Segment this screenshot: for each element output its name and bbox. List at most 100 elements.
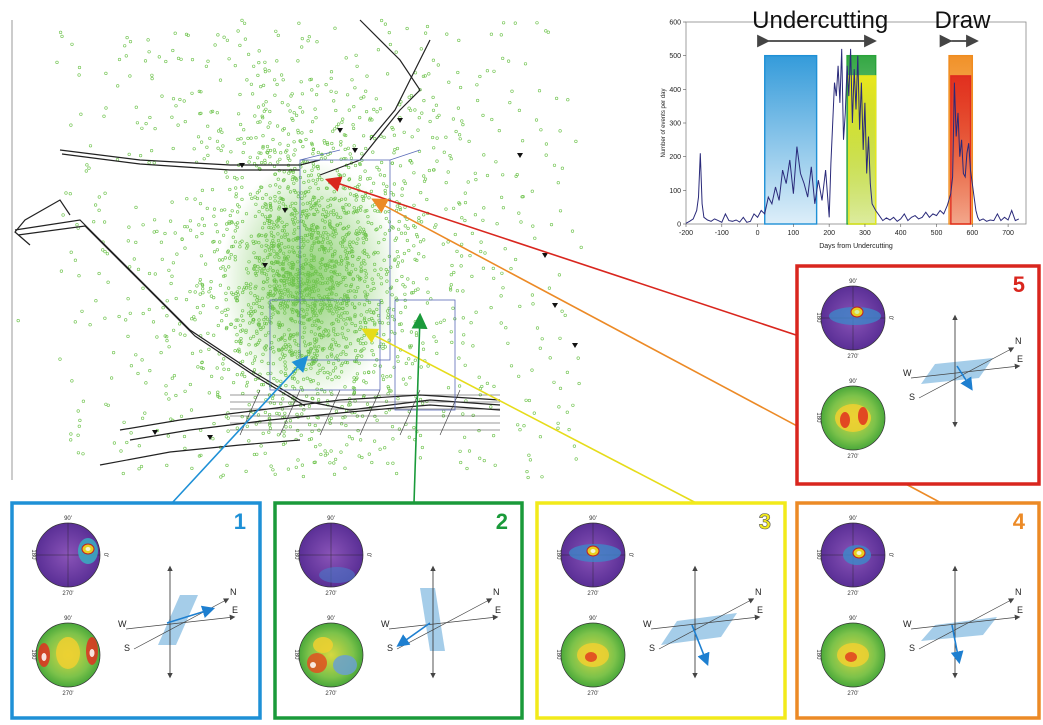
event-dot bbox=[563, 313, 567, 318]
event-dot bbox=[276, 433, 281, 437]
event-dot bbox=[221, 144, 225, 148]
event-dot bbox=[219, 208, 224, 212]
event-dot bbox=[412, 171, 416, 175]
event-dot bbox=[309, 77, 314, 81]
event-dot bbox=[148, 115, 152, 120]
event-dot bbox=[382, 174, 387, 178]
event-dot bbox=[356, 429, 360, 433]
event-dot bbox=[268, 401, 273, 405]
event-dot bbox=[273, 472, 277, 476]
event-dot bbox=[494, 160, 498, 164]
event-dot bbox=[455, 289, 460, 293]
slip-vector bbox=[691, 624, 710, 666]
event-dot bbox=[500, 195, 504, 199]
event-dot bbox=[406, 277, 410, 281]
event-dot bbox=[461, 341, 465, 345]
event-dot bbox=[360, 455, 364, 460]
event-dot bbox=[392, 365, 396, 369]
event-dot bbox=[175, 252, 179, 256]
arrow-panel-3 bbox=[361, 328, 701, 506]
event-dot bbox=[263, 60, 267, 64]
density-peak-core bbox=[856, 551, 862, 555]
y-tick-label: 400 bbox=[669, 87, 681, 94]
event-dot bbox=[312, 460, 316, 465]
seismic-station-markers bbox=[152, 118, 578, 440]
event-dot bbox=[530, 368, 534, 372]
event-dot bbox=[186, 33, 190, 37]
event-dot bbox=[59, 269, 64, 273]
event-dot bbox=[244, 469, 248, 474]
event-dot bbox=[458, 449, 462, 453]
event-dot bbox=[211, 109, 215, 113]
axis-label-south: S bbox=[909, 643, 915, 653]
event-dot bbox=[404, 361, 408, 366]
event-dot bbox=[268, 426, 273, 430]
event-dot bbox=[334, 90, 338, 94]
event-dot bbox=[234, 186, 238, 190]
event-dot bbox=[266, 151, 270, 155]
event-dot bbox=[358, 115, 362, 120]
event-dot bbox=[328, 461, 332, 465]
event-dot bbox=[88, 144, 93, 148]
event-dot bbox=[383, 192, 388, 196]
event-dot bbox=[242, 141, 246, 145]
event-dot bbox=[172, 374, 176, 378]
event-dot bbox=[362, 95, 366, 99]
event-dot bbox=[199, 453, 203, 457]
event-dot bbox=[252, 64, 256, 68]
event-dot bbox=[241, 391, 245, 396]
event-dot bbox=[300, 412, 304, 416]
event-dot bbox=[558, 209, 563, 213]
event-dot bbox=[397, 427, 402, 431]
fracture-plane bbox=[921, 358, 993, 384]
event-dot bbox=[246, 416, 250, 420]
net-label-top: 90' bbox=[849, 516, 857, 522]
event-dot bbox=[449, 330, 453, 334]
event-dot bbox=[169, 219, 173, 223]
event-dot bbox=[212, 250, 217, 254]
event-dot bbox=[499, 33, 503, 37]
event-dot bbox=[152, 161, 156, 165]
event-dot bbox=[204, 64, 208, 68]
event-dot bbox=[412, 244, 416, 248]
event-dot bbox=[234, 192, 238, 196]
net-label-bottom: 270' bbox=[62, 591, 73, 597]
event-dot bbox=[125, 35, 129, 40]
event-dot bbox=[422, 255, 426, 259]
event-dot bbox=[267, 69, 271, 73]
event-dot bbox=[235, 426, 239, 430]
event-dot bbox=[352, 390, 357, 394]
event-dot bbox=[574, 139, 578, 143]
event-dot bbox=[381, 374, 385, 378]
event-dot bbox=[128, 74, 132, 78]
event-dot bbox=[461, 289, 465, 293]
fracture-plane bbox=[420, 588, 445, 651]
event-dot bbox=[117, 314, 121, 319]
event-dot bbox=[405, 238, 410, 243]
event-dot bbox=[199, 349, 203, 353]
event-dot bbox=[272, 148, 277, 152]
axis-label-south: S bbox=[124, 643, 130, 653]
event-dot bbox=[198, 202, 203, 206]
event-dot bbox=[341, 416, 345, 420]
axis-label-east: E bbox=[495, 605, 501, 615]
event-dot bbox=[504, 326, 508, 330]
event-dot bbox=[431, 135, 435, 140]
event-dot bbox=[334, 457, 338, 462]
event-dot bbox=[202, 157, 206, 161]
event-dot bbox=[314, 445, 318, 449]
event-dot bbox=[200, 360, 204, 364]
event-dot bbox=[144, 121, 148, 126]
event-dot bbox=[199, 90, 203, 94]
chart-x-axis-label: Days from Undercutting bbox=[819, 243, 893, 250]
event-dot bbox=[332, 99, 336, 103]
event-dot bbox=[261, 134, 265, 138]
event-dot bbox=[481, 113, 485, 117]
event-dot bbox=[215, 111, 219, 115]
arrow-panel-2 bbox=[411, 312, 428, 504]
event-dot bbox=[275, 59, 279, 63]
event-dot bbox=[308, 423, 312, 427]
density-patch bbox=[333, 655, 357, 675]
event-dot bbox=[422, 213, 426, 217]
event-dot bbox=[104, 71, 108, 75]
